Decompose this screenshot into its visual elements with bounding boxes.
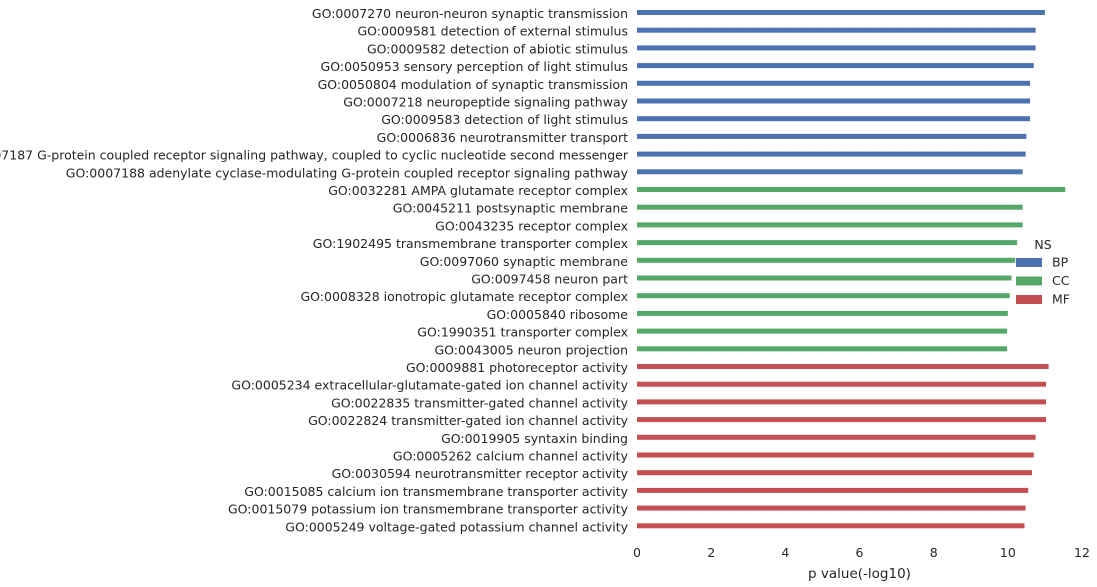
bar-bp [637,63,1034,69]
bar-bp [637,116,1031,122]
category-label: GO:0007270 neuron-neuron synaptic transm… [312,6,628,21]
category-label: GO:0050953 sensory perception of light s… [321,59,628,74]
bar-bp [637,10,1045,15]
category-label: GO:0043005 neuron projection [434,342,628,357]
bar-cc [637,328,1008,334]
category-label: GO:0032281 AMPA glutamate receptor compl… [328,183,628,198]
category-label: GO:1902495 transmembrane transporter com… [313,236,628,251]
category-label: GO:0015085 calcium ion transmembrane tra… [244,484,628,499]
legend-swatch-bp [1016,258,1042,267]
bar-mf [637,364,1049,369]
category-label: GO:0097060 synaptic membrane [420,254,629,269]
x-axis: 0 2 4 6 8 10 12 [633,545,1090,560]
x-tick-label: 12 [1074,545,1090,560]
bar-mf [637,434,1036,440]
legend-label-cc: CC [1052,273,1070,288]
bar-cc [637,222,1023,228]
bar-mf [637,399,1047,405]
category-label: GO:0015079 potassium ion transmembrane t… [228,502,629,517]
legend-title: NS [1034,237,1051,252]
category-label: GO:0050804 modulation of synaptic transm… [318,77,628,92]
category-label: GO:0009881 photoreceptor activity [406,360,629,375]
bar-bp [637,169,1023,175]
category-label: GO:0022824 transmitter-gated ion channel… [308,413,629,428]
x-tick-label: 10 [1000,545,1016,560]
category-label: GO:0030594 neurotransmitter receptor act… [332,466,629,481]
category-label: GO:0009581 detection of external stimulu… [358,24,629,39]
legend-swatch-mf [1016,295,1042,304]
bar-mf [637,487,1029,493]
bar-bp [637,27,1036,33]
bar-mf [637,505,1026,511]
x-tick-label: 6 [856,545,864,560]
bar-cc [637,187,1066,192]
category-label: GO:0005249 voltage-gated potassium chann… [285,519,628,534]
category-label: GO:0097458 neuron part [471,272,628,287]
x-axis-title: p value(-log10) [808,566,911,582]
bar-mf [637,452,1034,458]
category-label: GO:1990351 transporter complex [417,325,628,340]
bar-cc [637,204,1023,210]
category-label: GO:0007187 G-protein coupled receptor si… [0,148,629,163]
x-tick-label: 8 [930,545,938,560]
category-label: GO:0006836 neurotransmitter transport [377,130,628,145]
legend-label-bp: BP [1052,255,1069,270]
x-tick-label: 2 [707,545,715,560]
category-label: GO:0005840 ribosome [487,307,629,322]
category-label: GO:0045211 postsynaptic membrane [393,201,629,216]
bar-mf [637,523,1025,529]
bar-cc [637,346,1008,352]
category-label: GO:0022835 transmitter-gated channel act… [331,395,628,410]
bar-bp [637,151,1026,157]
bar-bp [637,133,1027,139]
bar-bp [637,45,1036,51]
legend-label-mf: MF [1052,292,1070,307]
bar-bp [637,80,1031,86]
legend: NS BP CC MF [1016,237,1070,307]
x-tick-label: 4 [781,545,789,560]
bar-cc [637,240,1018,246]
bar-bp [637,98,1031,104]
category-label: GO:0005234 extracellular-glutamate-gated… [231,378,628,393]
category-label: GO:0007218 neuropeptide signaling pathwa… [343,95,628,110]
category-label: GO:0009582 detection of abiotic stimulus [367,41,628,56]
bar-mf [637,381,1047,387]
bar-cc [637,310,1008,316]
category-label: GO:0005262 calcium channel activity [393,449,629,464]
bar-mf [637,470,1032,476]
category-labels: GO:0007270 neuron-neuron synaptic transm… [0,6,629,534]
bar-mf [637,417,1047,423]
bar-cc [637,257,1016,263]
category-label: GO:0008328 ionotropic glutamate receptor… [301,289,629,304]
category-label: GO:0019905 syntaxin binding [441,431,628,446]
bar-cc [637,293,1010,299]
category-label: GO:0009583 detection of light stimulus [381,112,628,127]
category-label: GO:0043235 receptor complex [435,218,628,233]
legend-swatch-cc [1016,276,1042,286]
bars-layer [637,10,1066,529]
x-tick-label: 0 [633,545,641,560]
category-label: GO:0007188 adenylate cyclase-modulating … [66,165,629,180]
bar-cc [637,275,1012,281]
